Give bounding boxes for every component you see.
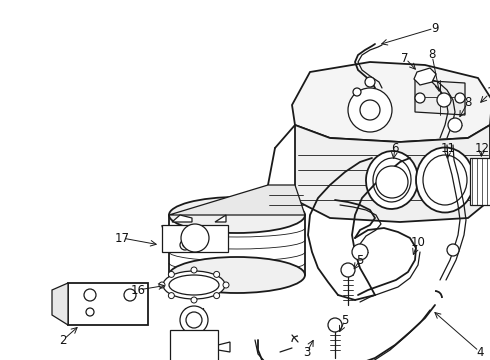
Polygon shape: [215, 215, 226, 222]
Circle shape: [447, 244, 459, 256]
Ellipse shape: [163, 271, 225, 299]
Polygon shape: [470, 158, 490, 205]
Text: 8: 8: [428, 49, 436, 62]
Circle shape: [159, 282, 165, 288]
Polygon shape: [52, 283, 68, 325]
Circle shape: [186, 312, 202, 328]
Text: 2: 2: [59, 333, 67, 346]
Circle shape: [376, 166, 408, 198]
Text: 12: 12: [474, 141, 490, 154]
Circle shape: [214, 271, 220, 278]
Polygon shape: [172, 215, 192, 222]
Circle shape: [124, 289, 136, 301]
Polygon shape: [414, 68, 436, 85]
Circle shape: [180, 306, 208, 334]
Circle shape: [437, 93, 451, 107]
Circle shape: [169, 293, 174, 298]
Text: 7: 7: [401, 51, 409, 64]
Circle shape: [360, 100, 380, 120]
Circle shape: [328, 318, 342, 332]
Polygon shape: [170, 330, 218, 360]
Text: 4: 4: [476, 346, 484, 359]
Circle shape: [169, 271, 174, 278]
Circle shape: [178, 359, 210, 360]
Circle shape: [455, 93, 465, 103]
Text: 17: 17: [115, 231, 129, 244]
Ellipse shape: [423, 155, 467, 205]
Circle shape: [353, 88, 361, 96]
Circle shape: [223, 282, 229, 288]
Circle shape: [365, 77, 375, 87]
Polygon shape: [295, 125, 490, 222]
Ellipse shape: [169, 197, 305, 233]
Circle shape: [191, 297, 197, 303]
Polygon shape: [162, 225, 228, 252]
Text: 9: 9: [431, 22, 439, 35]
Circle shape: [191, 267, 197, 273]
Polygon shape: [218, 342, 230, 352]
Circle shape: [341, 263, 355, 277]
Circle shape: [181, 224, 209, 252]
Text: 8: 8: [465, 95, 472, 108]
Ellipse shape: [373, 158, 411, 202]
Circle shape: [448, 118, 462, 132]
Circle shape: [214, 293, 220, 298]
Text: 1: 1: [486, 86, 490, 99]
Circle shape: [180, 240, 190, 250]
Circle shape: [352, 244, 368, 260]
Text: 6: 6: [391, 141, 399, 154]
Text: 11: 11: [441, 141, 456, 154]
Text: 10: 10: [411, 235, 425, 248]
Ellipse shape: [169, 257, 305, 293]
Circle shape: [348, 88, 392, 132]
Circle shape: [84, 289, 96, 301]
Text: 5: 5: [342, 314, 349, 327]
Ellipse shape: [366, 151, 418, 209]
Ellipse shape: [169, 275, 219, 295]
Text: 16: 16: [130, 284, 146, 297]
Ellipse shape: [416, 148, 474, 212]
Polygon shape: [415, 80, 465, 115]
Text: 3: 3: [303, 346, 311, 359]
Circle shape: [415, 93, 425, 103]
Text: 5: 5: [356, 253, 364, 266]
Polygon shape: [68, 283, 148, 325]
Polygon shape: [292, 62, 490, 142]
Circle shape: [86, 308, 94, 316]
Circle shape: [183, 243, 187, 247]
Polygon shape: [169, 185, 305, 215]
